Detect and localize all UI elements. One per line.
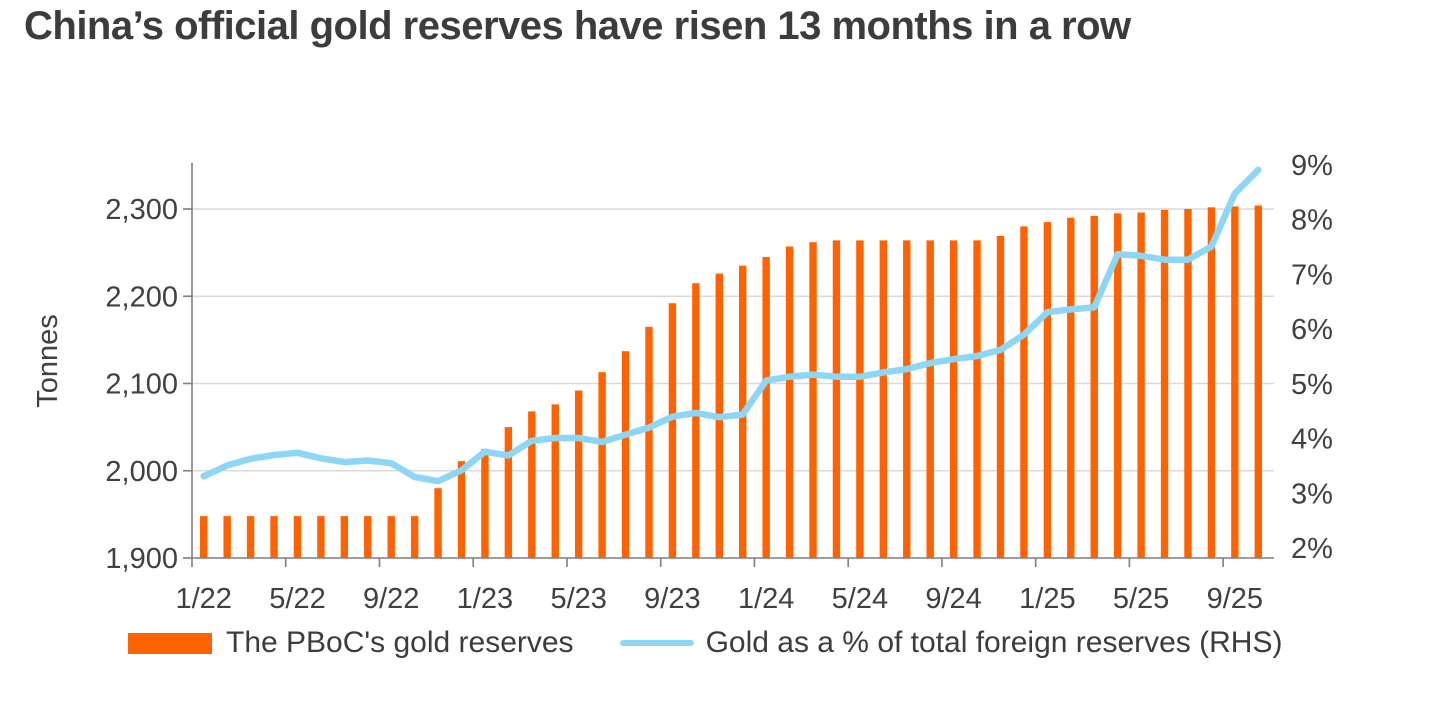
gold-reserve-bar [903,240,911,558]
gold-reserve-bar [949,240,958,558]
gold-reserve-bar [645,326,653,558]
gold-reserve-bar [457,461,466,558]
gold-reserve-bar [1043,222,1052,558]
gold-reserve-bar [410,516,419,558]
gold-reserve-bar [692,283,700,558]
gold-reserve-bar [762,257,770,558]
gold-reserve-bar [668,303,677,558]
x-axis-tick-label: 1/25 [1019,583,1075,615]
legend-label-bars: The PBoC's gold reserves [226,626,574,659]
gold-reserve-bar [1137,212,1145,558]
legend-label-line: Gold as a % of total foreign reserves (R… [705,626,1283,659]
left-axis-tick-label: 1,900 [105,543,178,575]
x-axis-tick-label: 1/23 [457,583,513,615]
x-axis-tick-label: 9/24 [925,583,981,615]
gold-share-line [200,166,1262,485]
right-axis-tick-label: 5% [1291,369,1333,401]
right-axis-tick-label: 9% [1291,150,1333,182]
right-axis-tick-label: 4% [1291,424,1333,456]
gold-reserve-bar [1231,206,1239,558]
x-axis-tick-label: 5/22 [269,583,325,615]
right-axis-tick-label: 7% [1291,259,1333,291]
gold-reserve-bar [223,516,231,558]
x-axis-tick-label: 1/22 [175,583,231,615]
bar-series-swatch [128,632,212,654]
left-axis-tick-label: 2,100 [105,369,178,401]
gold-reserve-bar [574,390,583,558]
left-axis-title: Tonnes [32,314,64,408]
x-axis-tick-label: 1/24 [738,583,794,615]
x-axis-tick-label: 5/25 [1113,583,1169,615]
chart-title: China’s official gold reserves have rise… [24,4,1131,48]
x-axis-tick-label: 5/24 [832,583,888,615]
gold-reserve-bar [387,516,395,558]
gold-reserve-bar [1207,207,1216,559]
line-series-swatch [619,640,694,646]
gold-reserve-bar [832,240,841,558]
gold-reserve-bar [926,240,934,558]
gold-reserve-bar [317,516,325,558]
gold-reserve-bar [809,242,817,558]
right-axis-tick-label: 6% [1291,314,1333,346]
gold-reserve-bar [879,240,888,558]
gold-reserve-bar [1254,205,1262,558]
gold-reserve-bar [1113,213,1122,558]
gold-reserve-bar [1020,226,1028,558]
gold-reserve-bar [293,516,302,558]
gold-reserve-bar [200,516,208,558]
gold-reserve-bar [856,240,864,558]
gold-reserve-bar [598,372,606,558]
x-axis-tick-label: 9/22 [363,583,419,615]
gold-reserve-bar [481,448,489,558]
left-axis-tick-label: 2,300 [105,194,178,226]
gold-reserve-bar [504,427,513,558]
gold-reserve-bar [621,351,630,558]
gold-reserve-bar [340,516,349,558]
gold-reserve-bar [246,516,255,558]
gold-reserve-bar [1160,209,1169,558]
gold-reserve-bar [1090,216,1098,558]
gold-reserve-bar [1067,217,1075,558]
legend-item-line: Gold as a % of total foreign reserves (R… [619,626,1283,660]
right-axis-tick-label: 2% [1291,533,1333,565]
left-axis-tick-label: 2,000 [105,456,178,488]
left-axis-tick-label: 2,200 [105,281,178,313]
gold-reserve-bar [528,411,536,558]
gold-reserve-bar [1184,209,1192,558]
gold-reserve-bar [973,240,981,558]
right-axis-tick-label: 8% [1291,205,1333,237]
gold-reserve-bar [551,404,559,558]
gold-reserve-bar [270,516,278,558]
x-axis-tick-label: 9/23 [644,583,700,615]
legend-item-bars: The PBoC's gold reserves [128,626,574,660]
gold-reserve-bar [785,246,794,558]
gold-reserve-bar [434,488,442,558]
chart-legend: The PBoC's gold reserves Gold as a % of … [128,626,1282,660]
x-axis-tick-label: 5/23 [550,583,606,615]
right-axis-tick-label: 3% [1291,478,1333,510]
gold-reserve-bar [364,516,372,558]
gold-reserve-bar [996,236,1005,558]
x-axis-tick-label: 9/25 [1207,583,1263,615]
